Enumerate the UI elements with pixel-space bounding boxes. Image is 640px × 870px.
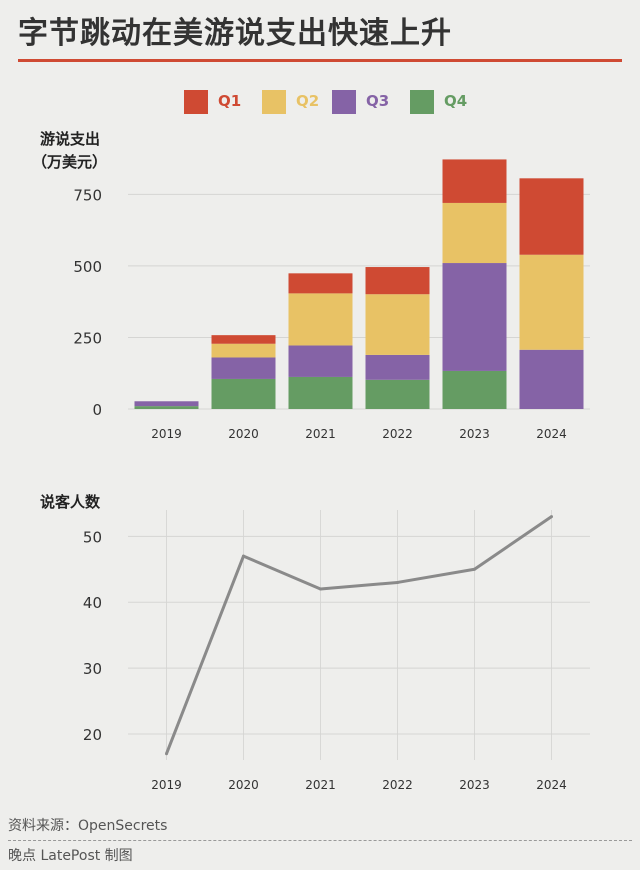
legend-swatch-q1 [184, 90, 208, 114]
bar-segment-q2-2021 [288, 293, 353, 346]
bar-y-tick-label: 0 [92, 401, 102, 419]
line-chart: 20 30 40 50 2019 2020 2021 2022 2023 2024 [83, 510, 590, 792]
bar-segment-q4-2020 [211, 378, 276, 409]
bar-segment-q3-2021 [288, 345, 353, 377]
bar-chart-ylabel-line1: 游说支出 [40, 130, 101, 148]
bar-x-tick-label: 2024 [536, 427, 567, 441]
bar-segment-q2-2020 [211, 343, 276, 358]
line-x-tick-label: 2023 [459, 778, 490, 792]
bar-chart-ylabel-line2: （万美元） [32, 153, 108, 171]
page-title: 字节跳动在美游说支出快速上升 [18, 16, 452, 51]
bar-segment-q4-2019 [134, 406, 199, 409]
line-y-tick-label: 40 [83, 594, 102, 612]
footer-divider [8, 840, 632, 841]
title-underline [18, 59, 622, 62]
bar-segment-q1-2023 [442, 159, 507, 203]
bar-x-tick-label: 2023 [459, 427, 490, 441]
line-y-tick-label: 20 [83, 726, 102, 744]
bar-segment-q4-2021 [288, 376, 353, 409]
bar-x-tick-label: 2019 [151, 427, 182, 441]
bar-x-tick-label: 2020 [228, 427, 259, 441]
bar-segment-q4-2023 [442, 370, 507, 409]
line-x-tick-label: 2024 [536, 778, 567, 792]
bar-segment-q1-2022 [365, 267, 430, 295]
bar-segment-q3-2020 [211, 357, 276, 379]
line-point-2024 [550, 515, 553, 519]
line-x-tick-label: 2020 [228, 778, 259, 792]
bar-segment-q3-2024 [519, 349, 584, 409]
legend-label-q2: Q2 [296, 92, 320, 110]
bar-segment-q3-2019 [134, 401, 199, 407]
line-point-2022 [396, 580, 399, 584]
bar-segment-q1-2024 [519, 178, 584, 255]
bar-x-tick-label: 2022 [382, 427, 413, 441]
legend-swatch-q4 [410, 90, 434, 114]
line-x-tick-label: 2021 [305, 778, 336, 792]
chart-legend: Q1 Q2 Q3 Q4 [0, 89, 640, 115]
line-x-tick-label: 2019 [151, 778, 182, 792]
bar-segment-q2-2024 [519, 254, 584, 350]
bar-segment-q1-2021 [288, 273, 353, 294]
source-note: 资料来源：OpenSecrets [8, 818, 168, 834]
line-point-2020 [242, 554, 245, 558]
bar-y-tick-label: 500 [73, 258, 102, 276]
bar-segment-q1-2020 [211, 335, 276, 344]
legend-label-q1: Q1 [218, 92, 242, 110]
lobbyist-count-line [165, 515, 553, 755]
bar-y-tick-label: 250 [73, 329, 102, 347]
bar-segment-q3-2022 [365, 354, 430, 380]
legend-swatch-q2 [262, 90, 286, 114]
legend-swatch-q3 [332, 90, 356, 114]
line-y-tick-label: 50 [83, 528, 102, 546]
legend-label-q3: Q3 [366, 92, 390, 110]
line-point-2019 [165, 752, 168, 756]
line-y-tick-label: 30 [83, 660, 102, 678]
line-x-tick-label: 2022 [382, 778, 413, 792]
bar-y-tick-label: 750 [73, 186, 102, 204]
credit-note: 晚点 LatePost 制图 [8, 848, 133, 864]
line-chart-ylabel: 说客人数 [40, 493, 101, 511]
bar-x-tick-label: 2021 [305, 427, 336, 441]
bar-segment-q2-2022 [365, 294, 430, 355]
line-point-2021 [319, 587, 322, 591]
bar-segment-q2-2023 [442, 202, 507, 264]
line-point-2023 [473, 567, 476, 571]
bar-segment-q4-2022 [365, 379, 430, 409]
bar-segment-q3-2023 [442, 263, 507, 371]
legend-label-q4: Q4 [444, 92, 468, 110]
bar-chart: 0 250 500 750 2019 2020 2021 2022 2023 2024 [73, 159, 590, 441]
